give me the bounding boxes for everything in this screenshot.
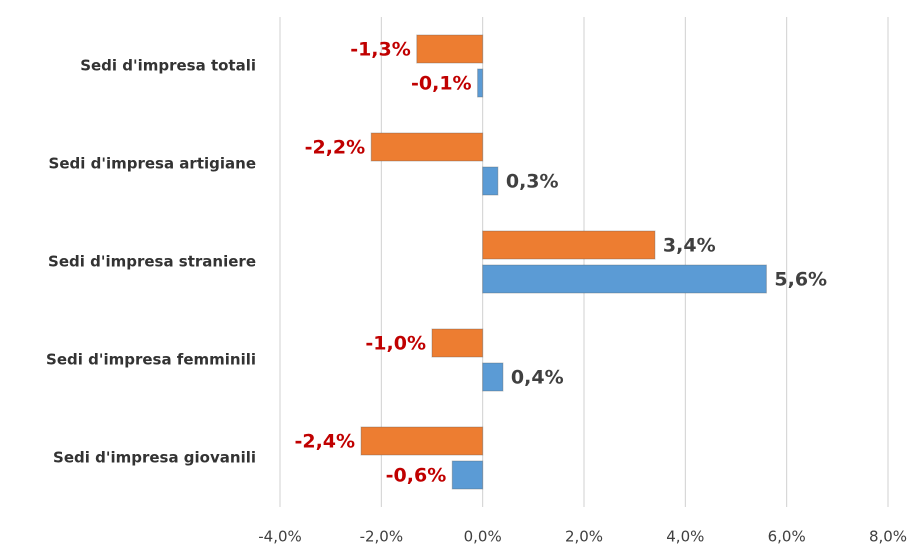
x-tick-label: 2,0% bbox=[565, 528, 603, 546]
value-label: -2,2% bbox=[305, 137, 366, 159]
bar bbox=[482, 264, 767, 294]
category-label: Sedi d'impresa giovanili bbox=[53, 449, 256, 467]
bar bbox=[431, 328, 484, 358]
value-label: 5,6% bbox=[774, 269, 827, 291]
value-label: -1,3% bbox=[350, 39, 411, 61]
x-tick-label: -4,0% bbox=[258, 528, 302, 546]
bar bbox=[416, 34, 484, 64]
category-label: Sedi d'impresa straniere bbox=[48, 253, 256, 271]
bar bbox=[482, 362, 504, 392]
category-label: Sedi d'impresa femminili bbox=[46, 351, 256, 369]
x-tick-label: -2,0% bbox=[360, 528, 404, 546]
bar bbox=[482, 166, 499, 196]
bar bbox=[370, 132, 484, 162]
value-label: 0,4% bbox=[511, 367, 564, 389]
bar bbox=[477, 68, 484, 98]
category-label: Sedi d'impresa artigiane bbox=[49, 155, 256, 173]
x-tick-label: 0,0% bbox=[464, 528, 502, 546]
value-label: 0,3% bbox=[506, 171, 559, 193]
value-label: -1,0% bbox=[365, 333, 426, 355]
bar bbox=[451, 460, 484, 490]
value-label: -2,4% bbox=[294, 431, 355, 453]
category-label: Sedi d'impresa totali bbox=[80, 57, 256, 75]
x-tick-label: 6,0% bbox=[768, 528, 806, 546]
value-label: -0,6% bbox=[386, 465, 447, 487]
bar bbox=[360, 426, 484, 456]
x-tick-label: 4,0% bbox=[666, 528, 704, 546]
value-label: 3,4% bbox=[663, 235, 716, 257]
bar bbox=[482, 230, 656, 260]
value-label: -0,1% bbox=[411, 73, 472, 95]
x-tick-label: 8,0% bbox=[869, 528, 907, 546]
